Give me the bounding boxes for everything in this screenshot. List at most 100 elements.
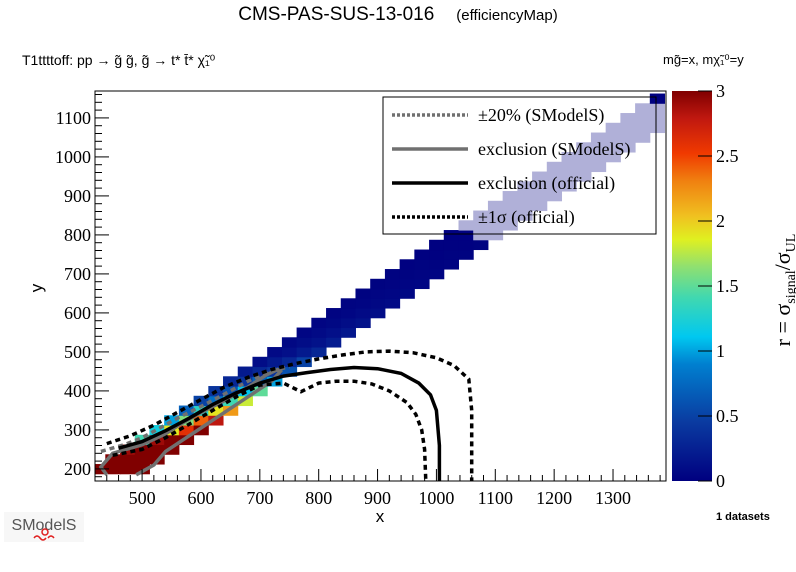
heatmap-cell [429,239,445,251]
heatmap-cell [458,239,474,251]
heatmap-cell [605,132,621,143]
heatmap-cell [267,356,283,368]
x-tick-label: 1100 [478,488,513,508]
x-tick-label: 500 [129,488,156,508]
heatmap-cell [164,415,180,426]
colorbar-tick-label: 0 [716,471,725,491]
heatmap-cell [355,308,371,319]
heatmap-cell [311,337,327,348]
heatmap-cell [296,347,312,358]
heatmap-cell [399,269,415,280]
heatmap-cell [473,230,489,241]
y-tick-label: 200 [64,459,91,479]
heatmap-cell [399,288,415,299]
x-tick-label: 1200 [536,488,572,508]
y-tick-label: 900 [64,186,91,206]
heatmap-cell [208,395,224,407]
heatmap-cell [296,356,312,368]
heatmap-cell [590,161,607,173]
heatmap-cell [635,103,651,114]
heatmap-cell [517,200,533,212]
heatmap-cell [532,191,548,202]
heatmap-cell [340,317,356,329]
heatmap-cell [605,142,621,153]
heatmap-cell [443,230,459,241]
heatmap-cell [399,278,415,290]
heatmap-cell [473,220,489,231]
heatmap-cell [458,249,474,260]
colorbar-tick-label: 0.5 [716,406,739,426]
heatmap-cell [105,454,121,465]
heatmap-cell [134,454,150,465]
heatmap-cell [546,161,563,173]
colorbar-axis: 0 0.5 1 1.5 2 2.5 3 [698,81,739,491]
x-tick-label: 1300 [595,488,631,508]
heatmap-cell [517,181,533,192]
heatmap-cell [281,366,298,377]
heatmap-cell [532,171,548,182]
y-tick-label: 1000 [55,147,91,167]
heatmap-cell [149,434,165,446]
heatmap-cell [517,191,533,202]
x-tick-label: 700 [246,488,273,508]
colorbar-tick-label: 2 [716,211,725,231]
heatmap-cell [296,327,312,338]
heatmap-cell [487,230,504,241]
chart-title: CMS-PAS-SUS-13-016 (efficiencyMap) [0,4,796,26]
heatmap-cell [429,259,445,270]
heatmap-cell [620,122,636,134]
heatmap-cell [532,200,548,212]
exclusion-curve-1 [98,367,284,477]
heatmap-cell [649,93,666,104]
heatmap-cell [590,152,607,163]
heatmap-cell [223,405,239,416]
heatmap-cell [458,220,474,231]
heatmap-cell [458,230,474,241]
heatmap-cell [208,415,224,426]
legend-entry: exclusion (SModelS) [478,139,631,160]
heatmap-cell [208,405,224,416]
y-tick-label: 700 [64,264,91,284]
heatmap-cell [178,425,195,436]
heatmap-cell [326,317,342,329]
y-tick-label: 400 [64,381,91,401]
logo-vertex-icon [41,528,49,536]
legend: ±20% (SModelS) exclusion (SModelS) exclusi… [382,96,657,235]
heatmap-cell [149,444,165,455]
exclusion-curve-2 [118,365,442,481]
heatmap-cell [487,200,504,212]
heatmap-cell [384,298,401,309]
heatmap-cell [429,269,445,280]
heatmap-cell [340,308,356,319]
heatmap-cell [620,142,636,153]
heatmap-cell [164,444,180,455]
heatmap-cell [178,405,195,416]
heatmap-cell [149,425,165,436]
legend-box [382,96,657,235]
heatmap-cell [605,122,621,134]
heatmap-cell [576,171,592,182]
heatmap-cell [414,259,430,270]
y-tick-label: 800 [64,225,91,245]
heatmap-cell [252,366,268,377]
heatmap-cell [237,366,253,377]
heatmap-cell [649,122,666,134]
heatmap-cell [635,132,651,143]
heatmap-cell [649,103,666,114]
heatmap-cell [281,337,298,348]
heatmap-cell [532,181,548,192]
heatmap-cell [193,425,209,436]
process-description: T1ttttoff: pp → g̃ g̃, g̃ → t* t̄* χ̃₁⁰ [22,52,216,68]
heatmap-cell [340,327,356,338]
legend-entry: exclusion (official) [478,173,615,194]
x-tick-label: 800 [305,488,332,508]
heatmap-cell [370,278,386,290]
heatmap-cell [502,200,518,212]
heatmap-cell [193,415,209,426]
x-tick-label: 900 [364,488,391,508]
heatmap-cell [281,347,298,358]
heatmap-cell [414,278,430,290]
heatmap-cell [473,239,489,251]
plot-frame [94,90,667,482]
